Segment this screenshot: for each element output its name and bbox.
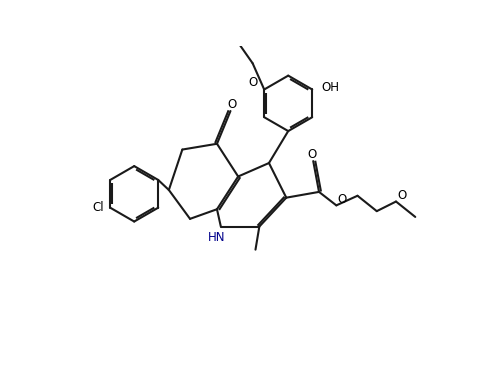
- Text: HN: HN: [208, 231, 226, 244]
- Text: O: O: [308, 148, 317, 161]
- Text: O: O: [227, 98, 236, 111]
- Text: OH: OH: [322, 81, 340, 94]
- Text: O: O: [248, 76, 257, 89]
- Text: O: O: [338, 193, 347, 206]
- Text: O: O: [398, 189, 407, 202]
- Text: Cl: Cl: [93, 201, 104, 214]
